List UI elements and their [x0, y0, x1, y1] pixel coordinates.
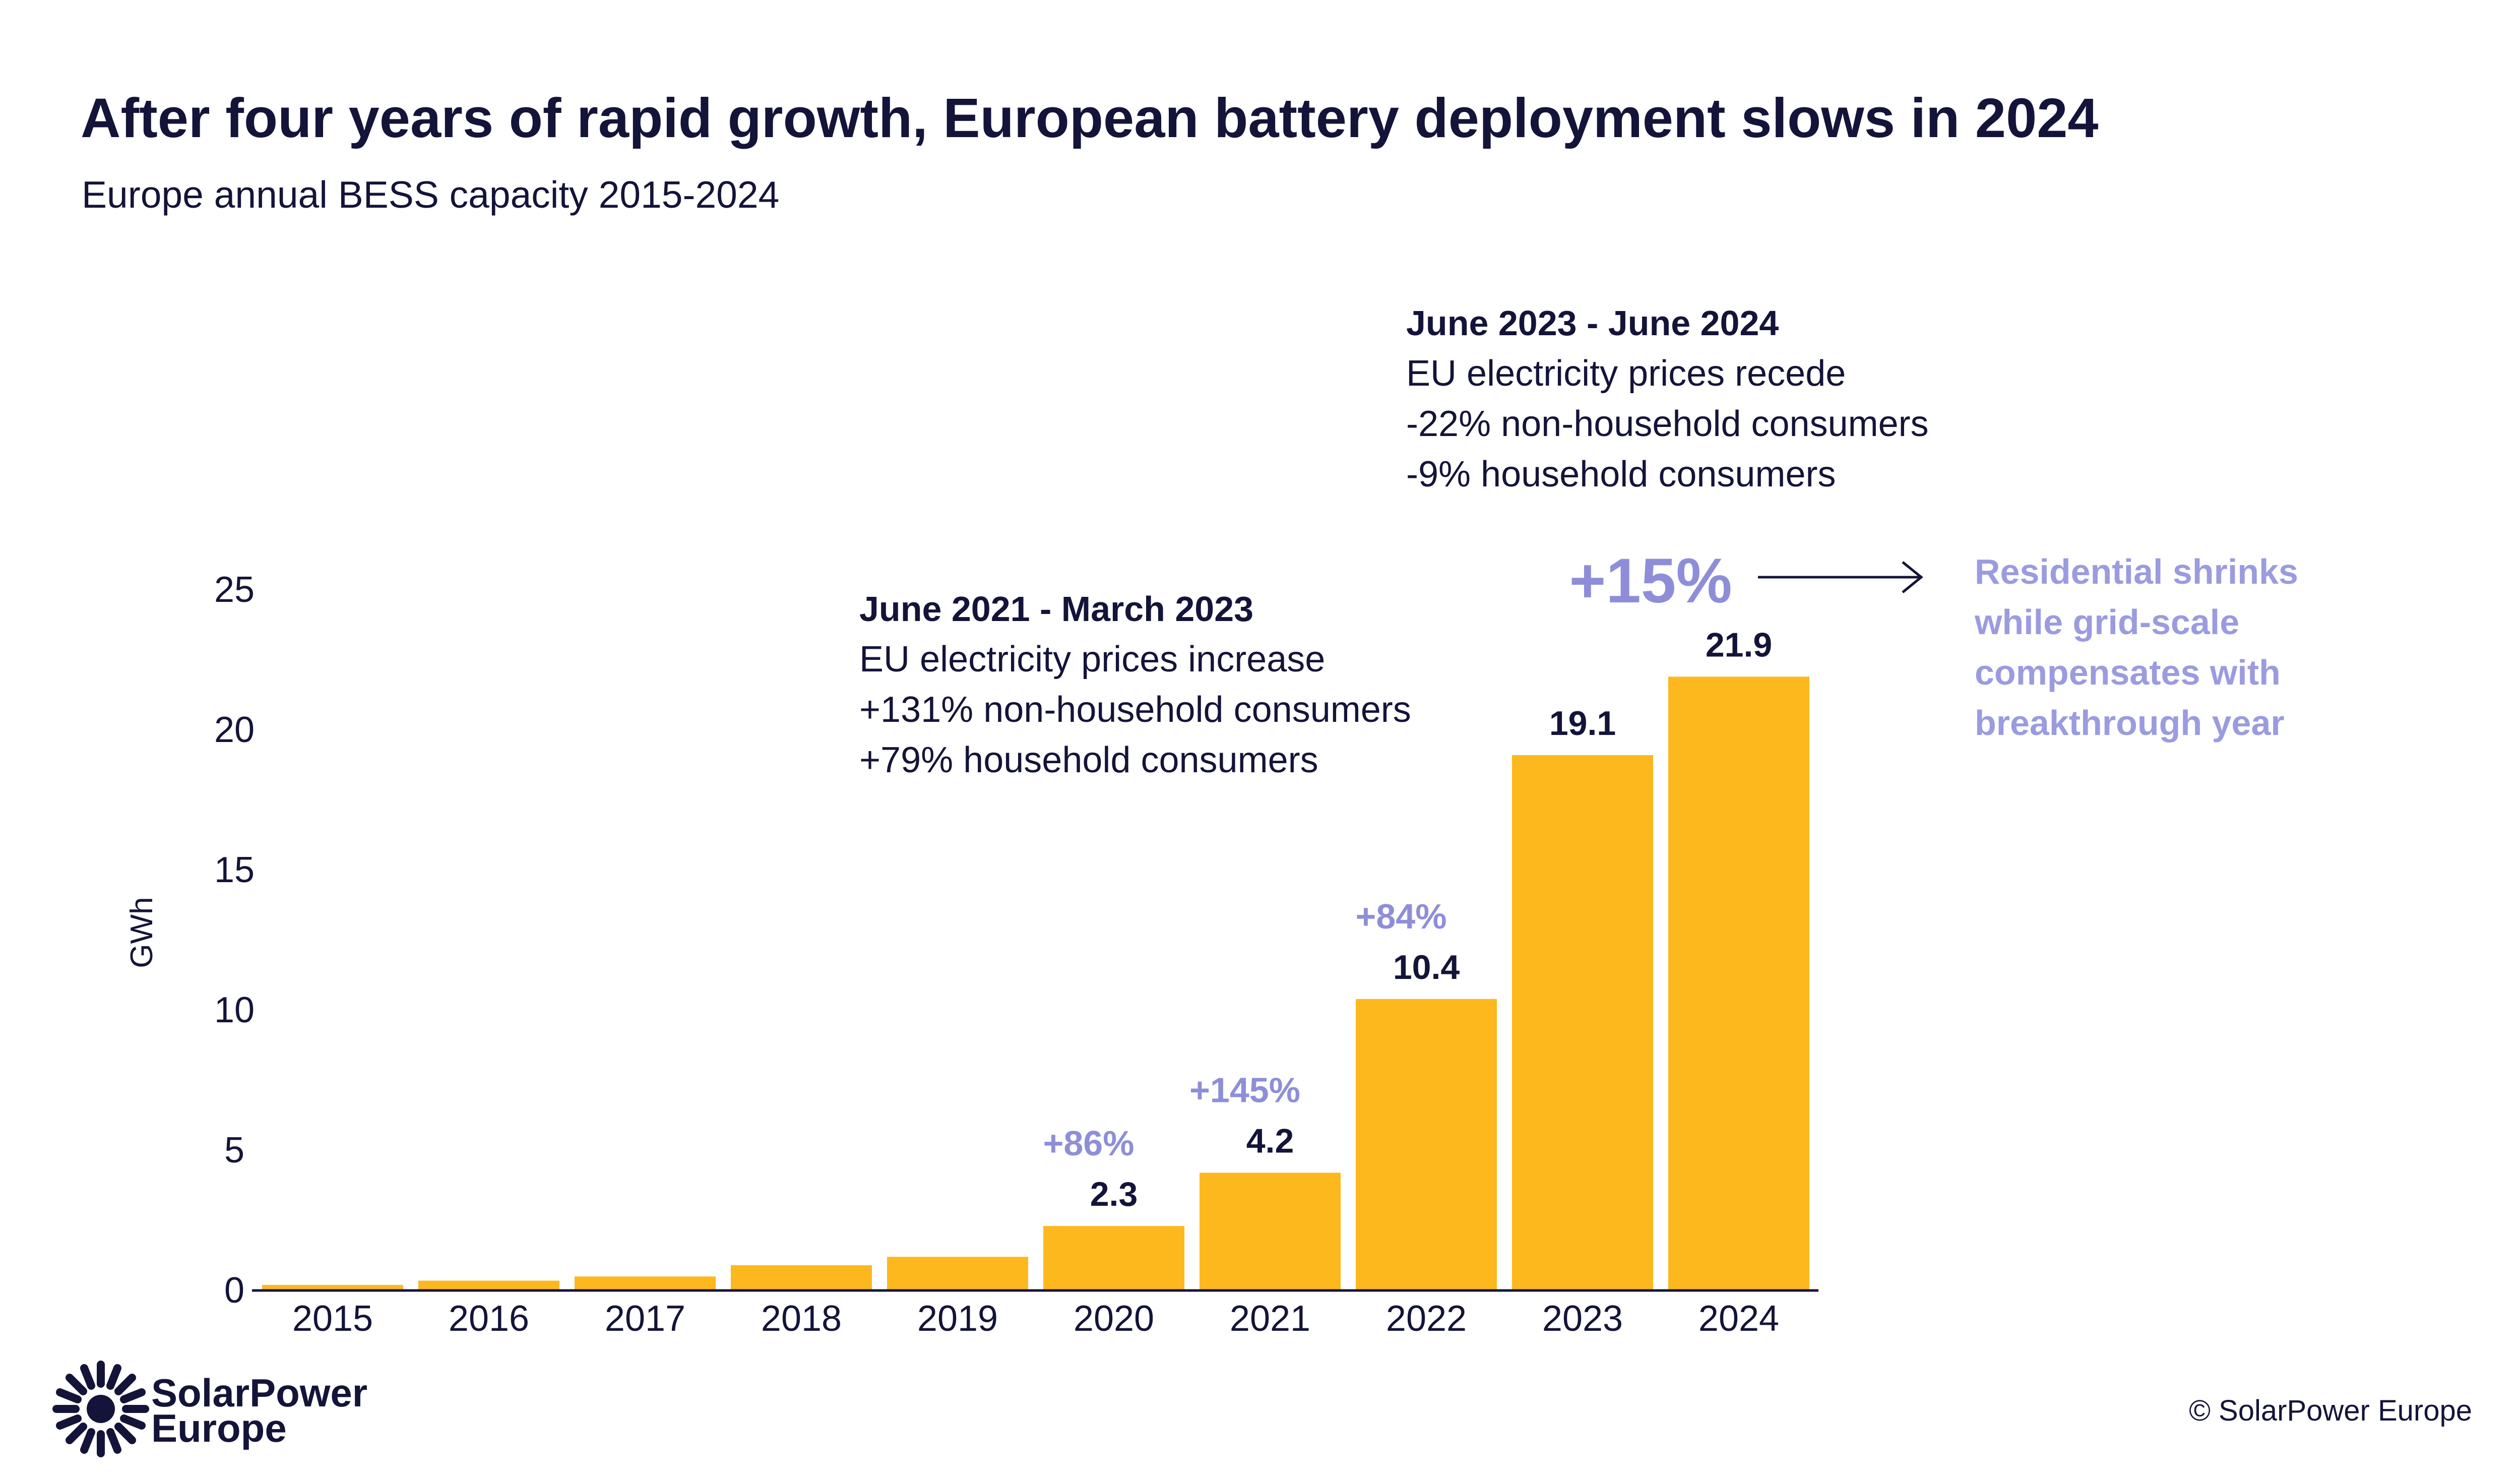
x-tick-label: 2019 [917, 1299, 998, 1339]
sun-burst-icon [52, 1361, 149, 1457]
y-axis-label: GWh [124, 897, 159, 968]
bar-2020 [1043, 1226, 1184, 1290]
x-tick-label: 2021 [1230, 1299, 1310, 1339]
x-tick-label: 2023 [1542, 1299, 1623, 1339]
annotation-period-1-line: +79% household consumers [859, 740, 1318, 780]
side-note: Residential shrinks while grid-scale com… [1974, 552, 2298, 743]
bar-2016 [418, 1280, 559, 1290]
growth-label: +145% [1189, 1070, 1300, 1110]
annotation-period-1-heading: June 2021 - March 2023 [859, 589, 1253, 629]
x-tick-label: 2020 [1074, 1299, 1154, 1339]
arrow-right-icon [1758, 561, 1923, 593]
logo-text-line1: SolarPower [151, 1371, 367, 1415]
data-label: 4.2 [1246, 1122, 1294, 1160]
growth-label: +84% [1356, 897, 1447, 936]
annotation-period-2: June 2023 - June 2024 EU electricity pri… [1406, 303, 1929, 495]
bar-2015 [262, 1284, 403, 1290]
y-tick-label: 10 [214, 990, 255, 1030]
annotation-period-1: June 2021 - March 2023 EU electricity pr… [859, 589, 1411, 780]
logo-text-line2: Europe [151, 1406, 287, 1450]
x-tick-label: 2017 [605, 1299, 685, 1339]
y-tick-label: 0 [224, 1270, 244, 1311]
data-label: 2.3 [1090, 1175, 1138, 1213]
y-tick-label: 20 [214, 710, 255, 750]
data-labels: 2.3 4.2 10.4 19.1 21.9 [1090, 626, 1772, 1213]
bar-2023 [1512, 755, 1653, 1290]
copyright: © SolarPower Europe [2189, 1394, 2472, 1427]
bars [262, 676, 1809, 1290]
annotation-period-1-line: EU electricity prices increase [859, 639, 1325, 680]
side-note-line: while grid-scale [1974, 602, 2239, 642]
annotation-period-1-line: +131% non-household consumers [859, 690, 1411, 730]
y-tick-label: 15 [214, 850, 255, 890]
data-label: 10.4 [1393, 948, 1460, 987]
data-label: 21.9 [1706, 626, 1772, 664]
x-axis-ticks: 2015 2016 2017 2018 2019 2020 2021 2022 2023 2024 [292, 1299, 1779, 1339]
side-note-line: compensates with [1975, 653, 2281, 692]
growth-label-big: +15% [1569, 546, 1732, 616]
x-tick-label: 2015 [292, 1299, 373, 1339]
bar-2022 [1356, 999, 1497, 1290]
x-tick-label: 2016 [449, 1299, 529, 1339]
bar-2019 [887, 1257, 1028, 1290]
x-tick-label: 2022 [1386, 1299, 1467, 1339]
annotation-period-2-line: -9% household consumers [1406, 454, 1836, 495]
annotation-period-2-line: -22% non-household consumers [1406, 404, 1929, 444]
bar-2021 [1200, 1173, 1341, 1290]
y-tick-label: 25 [214, 570, 255, 610]
data-label: 19.1 [1549, 704, 1616, 743]
logo: SolarPower Europe [52, 1361, 367, 1457]
y-tick-label: 5 [224, 1130, 244, 1170]
chart-subtitle: Europe annual BESS capacity 2015-2024 [82, 173, 779, 216]
bar-2024 [1668, 676, 1809, 1290]
x-tick-label: 2024 [1698, 1299, 1779, 1339]
side-note-line: Residential shrinks [1975, 552, 2298, 591]
growth-labels: +86% +145% +84% [1043, 897, 1447, 1163]
side-note-line: breakthrough year [1975, 703, 2285, 743]
chart-title: After four years of rapid growth, Europe… [81, 87, 2099, 149]
bar-2017 [575, 1276, 716, 1290]
annotation-period-2-line: EU electricity prices recede [1406, 353, 1846, 394]
annotation-period-2-heading: June 2023 - June 2024 [1406, 303, 1779, 343]
x-tick-label: 2018 [761, 1299, 842, 1339]
growth-label: +86% [1043, 1124, 1135, 1163]
y-axis-ticks: 0 5 10 15 20 25 [214, 570, 255, 1311]
bar-2018 [731, 1265, 872, 1290]
